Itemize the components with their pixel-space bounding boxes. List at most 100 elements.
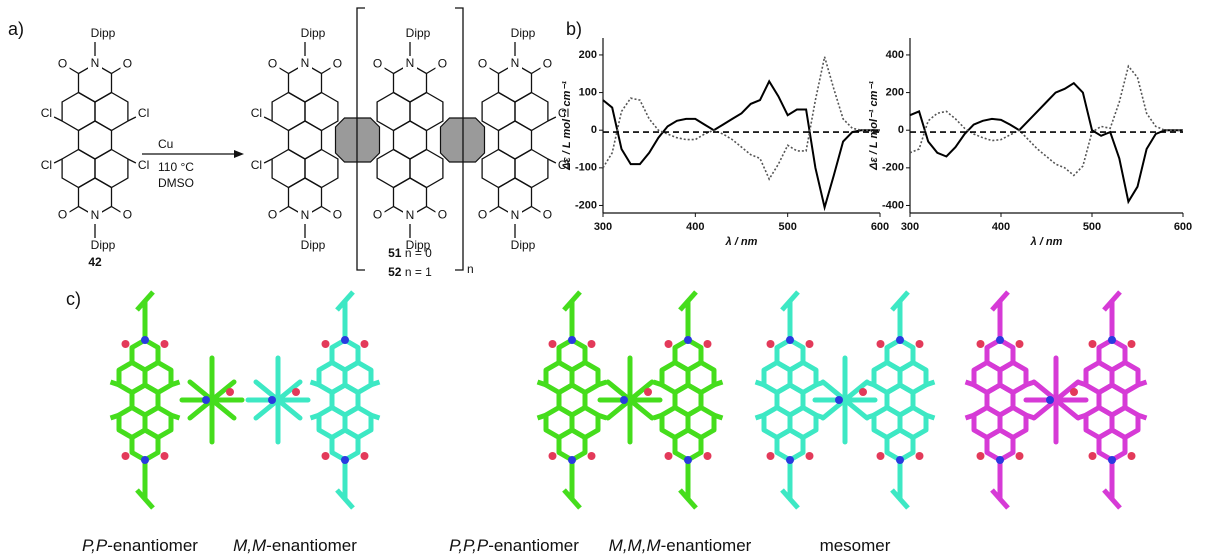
- product-condition: n = 0: [405, 246, 432, 260]
- y-tick-label: 100: [579, 86, 597, 98]
- product-label: 52 n = 1: [388, 265, 432, 279]
- substituent: Dipp: [91, 26, 116, 40]
- oxygen: [977, 340, 985, 348]
- nitrogen: [896, 336, 904, 344]
- atom-label: O: [543, 57, 552, 71]
- x-axis-label: λ / nm: [725, 236, 758, 248]
- chlorine: [756, 382, 765, 385]
- oxygen: [361, 340, 369, 348]
- atom-label: Cl: [138, 106, 149, 120]
- bracket-index: n: [467, 262, 474, 276]
- x-tick-label: 500: [778, 221, 796, 233]
- bond: [321, 68, 331, 74]
- ring: [289, 121, 322, 159]
- chlorine: [1078, 382, 1087, 385]
- model-ring: [887, 430, 913, 460]
- y-axis-label: Δε / L mol⁻¹ cm⁻¹: [868, 81, 880, 171]
- stereo-descriptor: P,P: [82, 536, 108, 555]
- bond: [69, 68, 79, 74]
- panel-label: a): [8, 19, 24, 39]
- atom-label: N: [91, 56, 100, 70]
- stereo-descriptor: P,P,P: [449, 536, 489, 555]
- atom-label: O: [478, 208, 487, 222]
- product-label: 51 n = 0: [388, 246, 432, 260]
- chlorine: [111, 382, 120, 385]
- chlorine: [311, 415, 320, 418]
- x-tick-label: 500: [1083, 221, 1101, 233]
- substituent: Dipp: [301, 238, 326, 252]
- chlorine: [1138, 382, 1147, 385]
- compound-number: 42: [88, 255, 102, 269]
- oxygen: [588, 452, 596, 460]
- chlorine: [654, 382, 663, 385]
- oxygen: [549, 340, 557, 348]
- y-tick-label: 0: [898, 124, 904, 136]
- caption-text: -enantiomer: [107, 536, 198, 555]
- chlorine: [926, 415, 935, 418]
- ring: [482, 93, 515, 131]
- model-ring: [332, 430, 358, 460]
- substituent: Dipp: [406, 26, 431, 40]
- atom-label: N: [511, 208, 520, 222]
- chlorine: [171, 382, 180, 385]
- bond: [279, 68, 289, 74]
- oxygen: [877, 340, 885, 348]
- caption-text: -enantiomer: [661, 536, 752, 555]
- ring: [62, 150, 95, 188]
- ring: [410, 93, 443, 131]
- atom-label: O: [268, 208, 277, 222]
- cd-curve: [910, 66, 1183, 175]
- bond: [264, 117, 272, 121]
- oxygen: [977, 452, 985, 460]
- atom-label: O: [268, 57, 277, 71]
- bond: [279, 207, 289, 213]
- caption-text: mesomer: [820, 536, 891, 555]
- substituent: Dipp: [511, 238, 536, 252]
- compound-number: 52: [388, 265, 402, 279]
- oxygen: [1089, 452, 1097, 460]
- atom-label: O: [373, 208, 382, 222]
- nitrogen: [341, 456, 349, 464]
- ring: [95, 93, 128, 131]
- x-tick-label: 600: [1174, 221, 1192, 233]
- bond: [384, 207, 394, 213]
- oxygen: [665, 452, 673, 460]
- nitrogen: [1108, 456, 1116, 464]
- atom-label: O: [543, 208, 552, 222]
- oxygen: [588, 340, 596, 348]
- nitrogen: [835, 396, 843, 404]
- oxygen: [122, 340, 130, 348]
- caption: P,P,P-enantiomer: [449, 536, 579, 555]
- oxygen: [806, 452, 814, 460]
- caption: M,M,M-enantiomer: [609, 536, 752, 555]
- chlorine: [538, 382, 547, 385]
- nitrogen: [341, 336, 349, 344]
- nitrogen: [786, 336, 794, 344]
- bond: [384, 68, 394, 74]
- bond: [489, 68, 499, 74]
- atom-label: O: [58, 208, 67, 222]
- nitrogen: [620, 396, 628, 404]
- atom-label: Cl: [41, 106, 52, 120]
- y-tick-label: -100: [575, 162, 597, 174]
- chlorine: [866, 415, 875, 418]
- cd-curve: [603, 81, 880, 207]
- atom-label: O: [478, 57, 487, 71]
- atom-label: Cl: [41, 158, 52, 172]
- bond: [111, 68, 121, 74]
- atom-label: O: [373, 57, 382, 71]
- compound-number: 51: [388, 246, 402, 260]
- bond: [548, 159, 556, 163]
- model-ring: [675, 430, 701, 460]
- figure: a) b) c) DippOONDippOONClClClCl42Cu110 °…: [0, 0, 1213, 560]
- bond: [69, 207, 79, 213]
- nitrogen: [268, 396, 276, 404]
- nitrogen: [141, 456, 149, 464]
- atom-label: N: [406, 56, 415, 70]
- nitrogen: [684, 456, 692, 464]
- atom-label: N: [406, 208, 415, 222]
- oxygen: [704, 452, 712, 460]
- chlorine: [371, 415, 380, 418]
- nitrogen: [996, 456, 1004, 464]
- bond: [531, 68, 541, 74]
